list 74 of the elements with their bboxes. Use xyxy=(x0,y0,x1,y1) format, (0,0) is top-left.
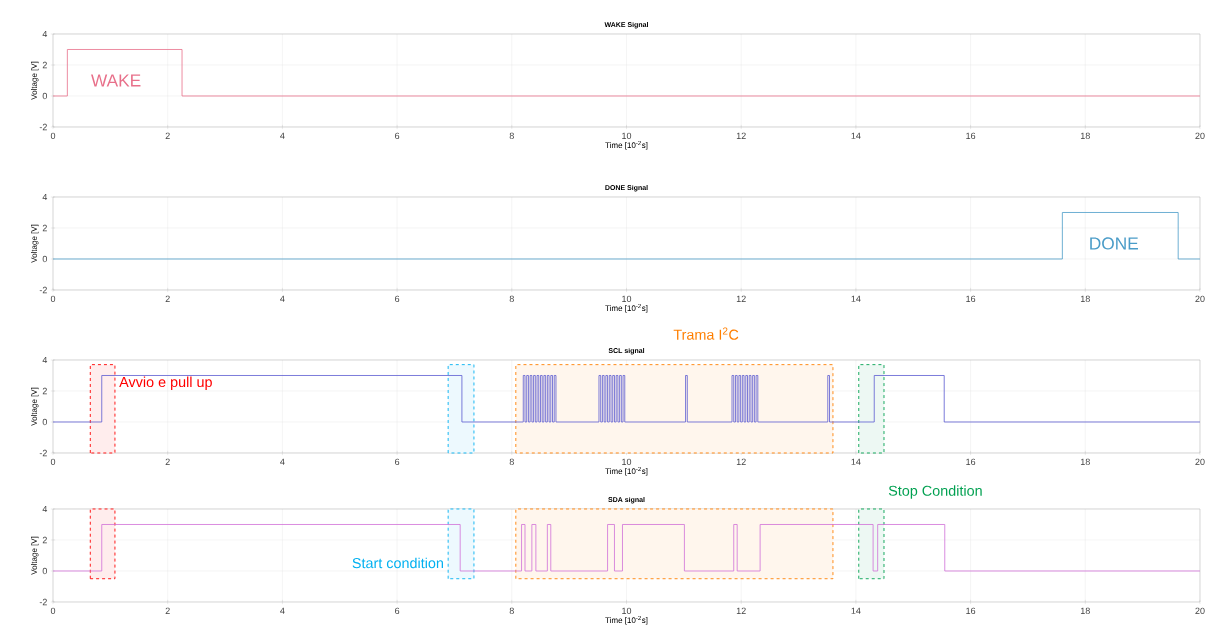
y-tick-label: -2 xyxy=(39,123,47,131)
x-tick-label: 12 xyxy=(736,607,746,614)
x-tick-label: 12 xyxy=(736,132,746,139)
x-tick-label: 8 xyxy=(509,607,514,615)
x-tick-label: 12 xyxy=(736,295,746,302)
x-tick-label: 18 xyxy=(1080,132,1090,140)
y-tick-label: 2 xyxy=(42,536,47,544)
y-tick-label: 0 xyxy=(42,92,47,100)
x-tick-label: 8 xyxy=(509,295,514,303)
x-tick-label: 14 xyxy=(851,458,861,465)
y-tick-label: 4 xyxy=(42,356,48,364)
y-tick-label: 4 xyxy=(42,30,48,38)
x-tick-label: 6 xyxy=(395,132,400,140)
x-tick-label: 14 xyxy=(851,295,861,302)
y-axis-title: Voltage [V] xyxy=(31,224,39,263)
y-axis-title: Voltage [V] xyxy=(31,61,39,100)
y-tick-label: -2 xyxy=(39,449,47,457)
y-tick-label: 0 xyxy=(42,418,47,426)
x-tick-label: 6 xyxy=(395,458,400,466)
x-tick-label: 0 xyxy=(50,458,56,466)
x-tick-label: 10 xyxy=(622,607,632,615)
annotation: DONE xyxy=(1090,237,1138,250)
x-tick-label: 20 xyxy=(1195,132,1205,140)
x-tick-label: 0 xyxy=(50,132,56,140)
y-tick-label: -2 xyxy=(39,286,47,294)
x-tick-label: 18 xyxy=(1080,295,1090,303)
x-tick-label: 4 xyxy=(280,295,285,302)
x-tick-label: 2 xyxy=(165,132,170,139)
band-label: Avvio e pull up xyxy=(119,376,212,390)
x-tick-label: 10 xyxy=(622,295,632,303)
y-tick-label: 2 xyxy=(42,61,47,69)
x-axis-title: Time [10$^{-2}$s] xyxy=(605,140,648,150)
y-tick-label: 0 xyxy=(42,567,47,575)
x-tick-label: 16 xyxy=(966,607,976,615)
x-tick-label: 12 xyxy=(736,458,746,465)
band-label: Trama I$^{2}$C xyxy=(673,327,739,340)
x-tick-label: 0 xyxy=(50,607,56,615)
x-tick-label: 20 xyxy=(1195,607,1205,615)
x-tick-label: 2 xyxy=(165,458,170,465)
x-tick-label: 8 xyxy=(509,458,514,466)
y-tick-label: 2 xyxy=(42,387,47,395)
x-axis-title: Time [10$^{-2}$s] xyxy=(605,303,648,313)
band-label: Start condition xyxy=(352,557,443,569)
y-axis-title: Voltage [V] xyxy=(31,387,39,426)
x-tick-label: 16 xyxy=(966,132,976,140)
y-axis-title: Voltage [V] xyxy=(31,536,39,575)
x-tick-label: 8 xyxy=(509,132,514,140)
x-tick-label: 0 xyxy=(50,295,56,303)
y-tick-label: -2 xyxy=(39,598,47,606)
x-tick-label: 6 xyxy=(395,295,400,303)
annotation: WAKE xyxy=(91,74,141,87)
x-tick-label: 18 xyxy=(1080,458,1090,466)
x-tick-label: 6 xyxy=(395,607,400,615)
x-tick-label: 4 xyxy=(280,132,285,139)
y-tick-label: 4 xyxy=(42,193,48,201)
x-tick-label: 4 xyxy=(280,458,285,465)
band-label: Stop Condition xyxy=(888,485,982,499)
y-tick-label: 0 xyxy=(42,255,47,263)
x-tick-label: 20 xyxy=(1195,458,1205,466)
x-tick-label: 2 xyxy=(165,607,170,614)
x-tick-label: 14 xyxy=(851,132,861,139)
x-tick-label: 18 xyxy=(1080,607,1090,615)
x-axis-title: Time [10$^{-2}$s] xyxy=(605,466,648,476)
y-tick-label: 4 xyxy=(42,505,48,513)
x-tick-label: 20 xyxy=(1195,295,1205,303)
x-tick-label: 4 xyxy=(280,607,285,614)
x-tick-label: 16 xyxy=(966,458,976,466)
x-tick-label: 10 xyxy=(622,458,632,466)
x-tick-label: 10 xyxy=(622,132,632,140)
x-axis-title: Time [10$^{-2}$s] xyxy=(605,615,648,625)
x-tick-label: 14 xyxy=(851,607,861,614)
y-tick-label: 2 xyxy=(42,224,47,232)
x-tick-label: 16 xyxy=(966,295,976,303)
x-tick-label: 2 xyxy=(165,295,170,302)
